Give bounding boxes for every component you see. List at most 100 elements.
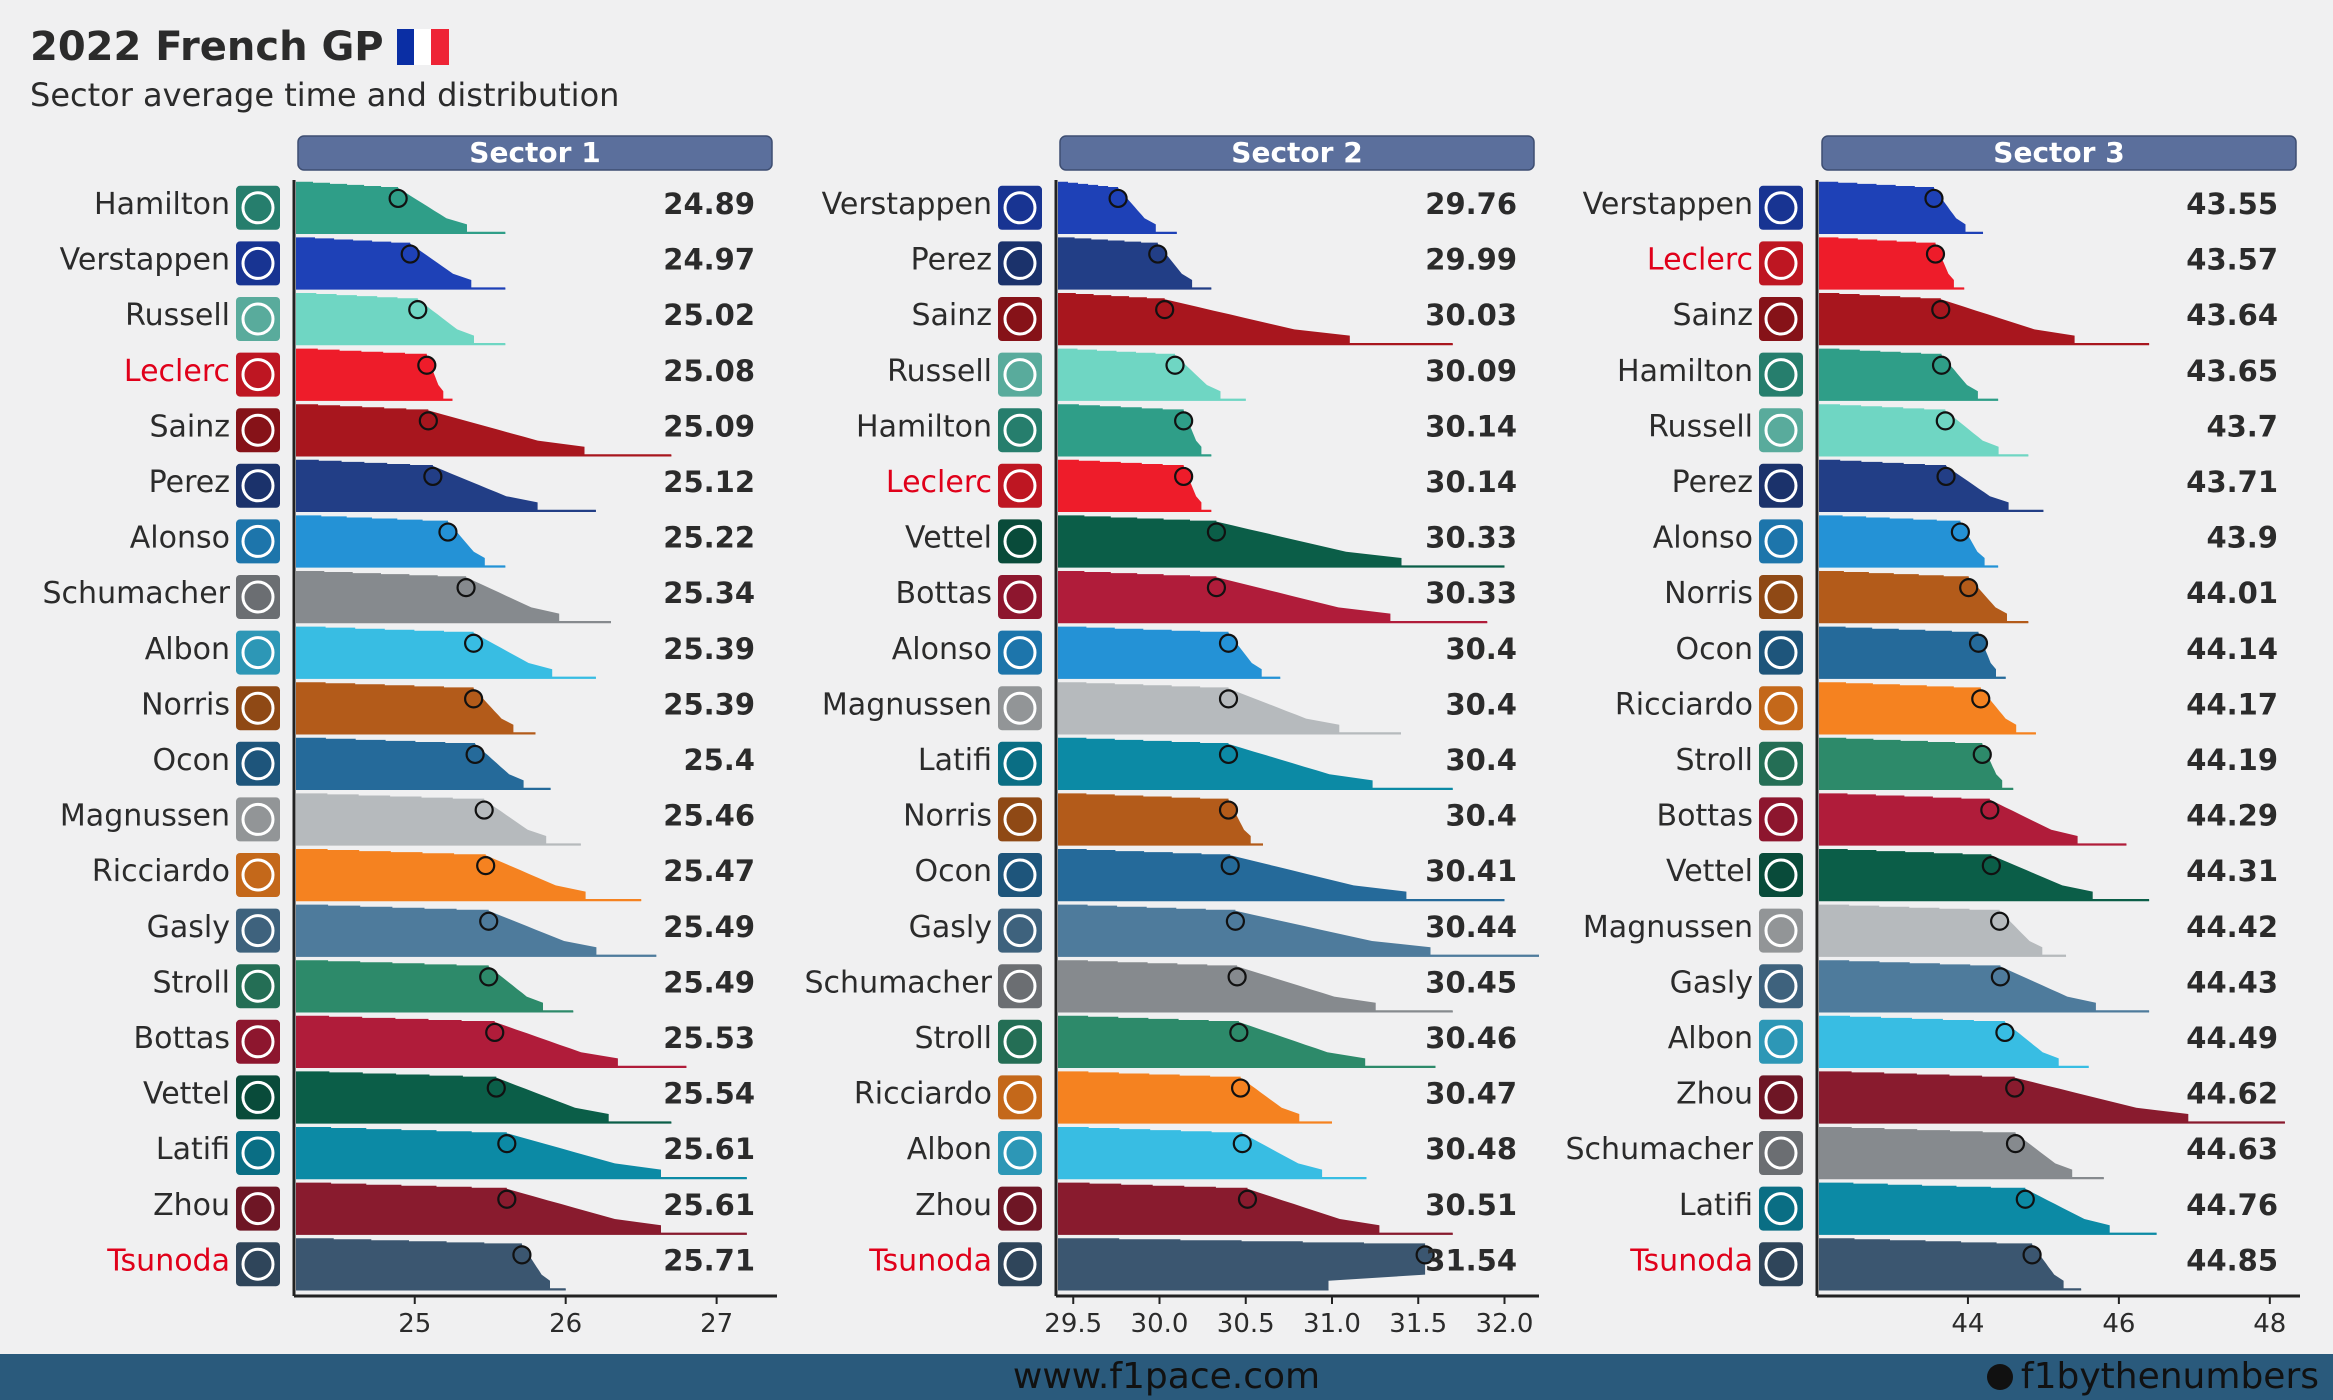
distribution-band <box>1058 1182 1453 1235</box>
distribution-band <box>1058 849 1505 901</box>
driver-name: Magnussen <box>1583 910 1753 945</box>
driver-name: Zhou <box>915 1188 992 1223</box>
x-tick-label: 46 <box>2102 1309 2135 1339</box>
driver-row-albon: 44.49 Albon <box>1668 1015 2278 1069</box>
x-tick-label: 32.0 <box>1476 1309 1534 1339</box>
sector-panel-2: Sector 2 29.76 Verstappen 29.99 Perez 30.03 Sa… <box>805 135 1539 1339</box>
value-label: 24.97 <box>663 243 755 277</box>
team-logo-mark <box>1003 191 1037 225</box>
team-logo-mark <box>241 747 275 781</box>
x-tick-label: 30.0 <box>1131 1309 1189 1339</box>
team-logo-mark <box>1764 1025 1798 1059</box>
driver-row-stroll: 44.19 Stroll <box>1675 737 2278 791</box>
sector-header-title: Sector 3 <box>1993 136 2124 169</box>
driver-name: Vettel <box>905 521 992 556</box>
team-logo-mark <box>241 524 275 558</box>
distribution-band <box>1819 960 2150 1013</box>
value-label: 25.02 <box>663 298 755 332</box>
distribution-band <box>1819 793 2127 846</box>
value-label: 29.99 <box>1425 243 1517 277</box>
team-logo-mark <box>241 1192 275 1226</box>
driver-name: Latifi <box>918 743 992 778</box>
driver-name: Ricciardo <box>854 1077 992 1112</box>
team-logo-mark <box>241 469 275 503</box>
mean-marker <box>1206 522 1227 542</box>
distribution-band <box>1819 1015 2089 1068</box>
distribution-band <box>296 1127 747 1179</box>
team-logo-mark <box>1764 302 1798 336</box>
value-label: 25.46 <box>663 799 755 833</box>
team-logo-mark <box>241 246 275 280</box>
team-logo-mark <box>1764 691 1798 725</box>
driver-row-leclerc: 25.08 Leclerc <box>124 348 755 401</box>
value-label: 44.42 <box>2186 910 2278 944</box>
distribution-band <box>1058 1071 1332 1124</box>
driver-row-tsunoda: 44.85 Tsunoda <box>1629 1238 2278 1291</box>
value-label: 44.62 <box>2186 1077 2278 1111</box>
team-logo-mark <box>1764 191 1798 225</box>
value-label: 44.31 <box>2186 854 2278 888</box>
team-logo-mark <box>1003 358 1037 392</box>
value-label: 25.22 <box>663 521 755 555</box>
driver-row-schumacher: 25.34 Schumacher <box>43 571 755 624</box>
patreon-icon <box>1986 1364 2013 1390</box>
driver-row-verstappen: 29.76 Verstappen <box>822 181 1517 235</box>
mean-marker <box>1931 300 1951 320</box>
team-logo-mark <box>1003 802 1037 836</box>
driver-row-vettel: 30.33 Vettel <box>905 515 1517 568</box>
driver-row-magnussen: 30.4 Magnussen <box>822 682 1517 735</box>
distribution-band <box>1819 904 2066 957</box>
team-logo-mark <box>1003 1192 1037 1226</box>
value-label: 30.14 <box>1425 465 1517 499</box>
value-label: 43.7 <box>2206 409 2278 443</box>
chart-title: 2022 French GP <box>30 24 384 70</box>
team-logo-mark <box>1003 1136 1037 1170</box>
driver-row-stroll: 25.49 Stroll <box>152 960 755 1013</box>
value-label: 31.54 <box>1425 1243 1517 1277</box>
mean-marker <box>1925 244 1946 264</box>
driver-name: Vettel <box>143 1077 230 1112</box>
distribution-band <box>1819 404 2029 457</box>
team-logo-mark <box>241 302 275 336</box>
distribution-band <box>296 793 581 846</box>
mean-marker <box>512 1245 532 1265</box>
value-label: 25.49 <box>663 910 755 944</box>
distribution-band <box>296 293 506 345</box>
mean-marker <box>476 856 496 876</box>
mean-marker <box>497 1134 517 1154</box>
driver-row-norris: 25.39 Norris <box>141 682 755 735</box>
flag-stripe-blue <box>396 29 415 65</box>
driver-row-ricciardo: 25.47 Ricciardo <box>92 849 755 902</box>
team-logo-mark <box>241 1025 275 1059</box>
france-flag-icon <box>396 29 449 65</box>
mean-marker <box>456 578 476 598</box>
team-logo-mark <box>1764 469 1798 503</box>
mean-marker <box>1230 1078 1251 1098</box>
value-label: 30.47 <box>1425 1077 1517 1111</box>
driver-name: Albon <box>907 1132 992 1167</box>
sector-distribution-chart: Sector 1 24.89 Hamilton 24.97 Verstappen 25.0… <box>43 135 2300 1339</box>
driver-name: Ocon <box>915 854 992 889</box>
distribution-band <box>296 1182 747 1235</box>
value-label: 30.51 <box>1425 1188 1517 1222</box>
team-logo-mark <box>241 802 275 836</box>
driver-row-tsunoda: 25.71 Tsunoda <box>106 1238 755 1291</box>
mean-marker <box>1931 355 1952 375</box>
team-logo-mark <box>1764 1080 1798 1114</box>
driver-row-ocon: 44.14 Ocon <box>1676 626 2278 679</box>
driver-name: Sainz <box>911 298 992 333</box>
driver-name: Perez <box>149 465 230 500</box>
sector-header-title: Sector 2 <box>1231 136 1362 169</box>
distribution-band <box>1819 1127 2104 1179</box>
driver-name: Leclerc <box>124 354 230 389</box>
driver-row-magnussen: 25.46 Magnussen <box>60 793 755 846</box>
value-label: 30.45 <box>1425 965 1517 999</box>
x-tick-label: 44 <box>1951 1309 1984 1339</box>
mean-marker <box>2015 1189 2035 1209</box>
team-logo-mark <box>241 691 275 725</box>
mean-marker <box>1972 744 1992 765</box>
mean-marker <box>1981 856 2001 876</box>
driver-name: Tsunoda <box>106 1243 230 1278</box>
mean-marker <box>479 967 499 987</box>
distribution-band <box>1058 1238 1426 1291</box>
